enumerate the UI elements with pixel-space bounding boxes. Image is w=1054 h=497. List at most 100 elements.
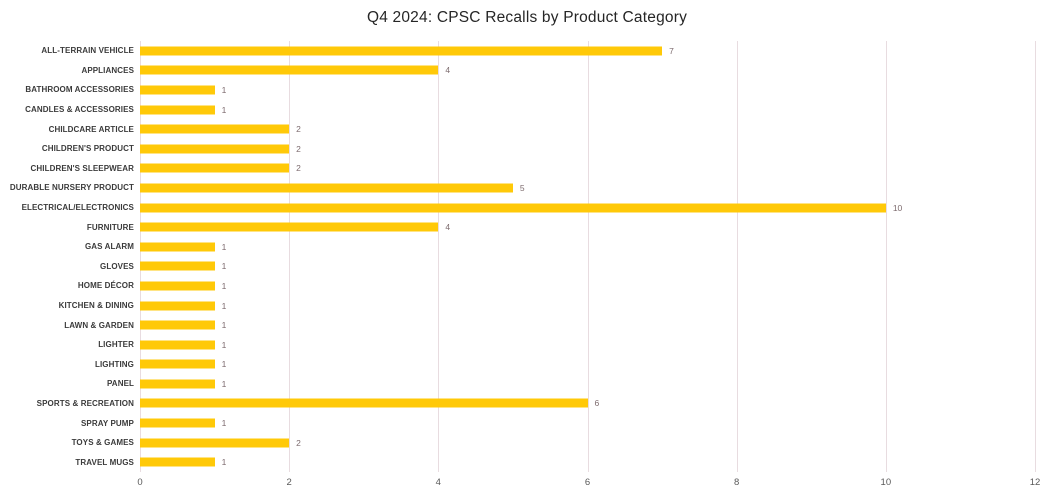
- bar: [140, 457, 215, 467]
- category-label: ALL-TERRAIN VEHICLE: [41, 46, 134, 56]
- category-label: CHILDCARE ARTICLE: [48, 124, 134, 134]
- bar: [140, 261, 215, 271]
- category-label: SPORTS & RECREATION: [36, 398, 134, 408]
- x-tick-label: 10: [880, 477, 892, 488]
- chart-title: Q4 2024: CPSC Recalls by Product Categor…: [366, 9, 688, 26]
- x-tick-label: 4: [435, 477, 441, 488]
- bar-row: 1: [140, 237, 1035, 257]
- category-label: LIGHTING: [94, 359, 134, 369]
- bar: [140, 222, 439, 232]
- category-label: LAWN & GARDEN: [64, 320, 134, 330]
- bar: [140, 183, 513, 193]
- bar-row: 1: [140, 413, 1035, 433]
- bar: [140, 105, 215, 115]
- category-label: APPLIANCES: [81, 65, 134, 75]
- category-label: FURNITURE: [86, 222, 134, 232]
- category-label: CHILDREN'S PRODUCT: [41, 144, 134, 154]
- plot-area: 7 4 1 1 2 2 2 5 10 4 1 1 1 1 1 1 1 1 6 1 2 1: [140, 41, 1036, 472]
- value-label: 2: [296, 143, 301, 154]
- bar-row: 1: [140, 296, 1035, 316]
- bar: [140, 340, 215, 350]
- value-label: 1: [221, 320, 227, 331]
- category-label: GLOVES: [100, 261, 134, 271]
- bar-row: 2: [140, 139, 1035, 159]
- x-tick-label: 8: [734, 477, 740, 488]
- bar-row: 1: [140, 355, 1035, 375]
- value-label: 1: [221, 378, 227, 389]
- bar-row: 1: [140, 80, 1035, 100]
- category-label: HOME DÉCOR: [77, 281, 134, 291]
- value-label: 10: [892, 202, 903, 213]
- value-label: 2: [296, 124, 301, 135]
- bar: [140, 281, 215, 291]
- gridline-12: [1035, 41, 1036, 472]
- x-axis: 0 2 4 6 8 10 12: [137, 477, 1040, 491]
- value-label: 1: [221, 300, 227, 311]
- value-label: 1: [221, 261, 227, 272]
- value-label: 7: [669, 45, 674, 56]
- value-label: 2: [296, 163, 301, 174]
- bar: [140, 124, 290, 134]
- gridline-10: [885, 41, 887, 472]
- value-label: 5: [519, 182, 525, 193]
- value-label: 4: [445, 65, 451, 76]
- value-label: 1: [221, 359, 227, 370]
- category-label: KITCHEN & DINING: [58, 301, 134, 311]
- bar: [140, 144, 290, 154]
- value-label: 1: [221, 280, 227, 291]
- bar: [140, 242, 215, 252]
- bar: [140, 359, 215, 369]
- category-label: TRAVEL MUGS: [75, 457, 134, 467]
- bar-row: 1: [140, 100, 1035, 120]
- bar: [140, 46, 663, 56]
- bar: [140, 85, 215, 95]
- bar-rows: 7 4 1 1 2 2 2 5 10 4 1 1 1 1 1 1 1 1 6 1 2 1: [140, 41, 1035, 472]
- value-label: 1: [221, 418, 227, 429]
- category-label: BATHROOM ACCESSORIES: [25, 85, 134, 95]
- value-label: 1: [221, 84, 227, 95]
- value-label: 1: [221, 104, 227, 115]
- bar-row: 5: [140, 178, 1035, 198]
- bar: [140, 203, 886, 213]
- gridline-4: [438, 41, 440, 472]
- value-label: 4: [445, 222, 451, 233]
- category-label: CHILDREN'S SLEEPWEAR: [30, 163, 134, 173]
- bar-row: 4: [140, 217, 1035, 237]
- x-tick-label: 6: [584, 477, 591, 488]
- bar-row: 6: [140, 394, 1035, 414]
- value-label: 2: [296, 437, 301, 448]
- bar-row: 1: [140, 335, 1035, 355]
- category-label: PANEL: [106, 379, 134, 389]
- category-axis: ALL-TERRAIN VEHICLE APPLIANCES BATHROOM AC…: [0, 41, 134, 472]
- category-label: GAS ALARM: [84, 242, 134, 252]
- bar: [140, 438, 290, 448]
- bar-row: 2: [140, 119, 1035, 139]
- category-label: CANDLES & ACCESSORIES: [25, 105, 134, 115]
- bar-row: 4: [140, 61, 1035, 81]
- value-label: 1: [221, 457, 227, 468]
- bar-row: 1: [140, 276, 1035, 296]
- bar-row: 2: [140, 159, 1035, 179]
- category-label: TOYS & GAMES: [71, 438, 134, 448]
- bar: [140, 301, 215, 311]
- bar: [140, 379, 215, 389]
- bar-row: 1: [140, 315, 1035, 335]
- gridline-6: [587, 41, 589, 472]
- x-tick-label: 2: [286, 477, 292, 488]
- gridline-0: [140, 41, 141, 472]
- bar-row: 2: [140, 433, 1035, 453]
- bar-row: 10: [140, 198, 1035, 218]
- bar: [140, 398, 588, 408]
- x-tick-label: 12: [1029, 477, 1041, 488]
- category-label: ELECTRICAL/ELECTRONICS: [21, 203, 134, 213]
- gridline-2: [289, 41, 291, 472]
- bar-row: 1: [140, 257, 1035, 277]
- value-label: 6: [594, 398, 600, 409]
- gridline-8: [736, 41, 738, 472]
- bar: [140, 163, 290, 173]
- value-label: 1: [221, 339, 227, 350]
- bar: [140, 418, 215, 428]
- bar-row: 7: [140, 41, 1035, 61]
- x-tick-label: 0: [137, 477, 143, 488]
